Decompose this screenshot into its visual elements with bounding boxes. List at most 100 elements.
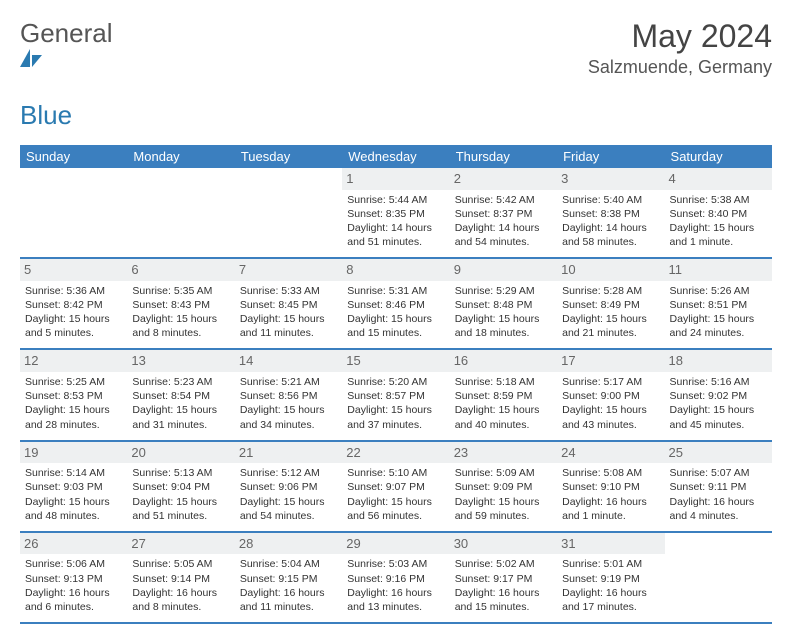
sunrise-text: Sunrise: 5:12 AM <box>240 466 337 480</box>
day-number: 3 <box>557 168 664 190</box>
day-number: 6 <box>127 259 234 281</box>
sunrise-text: Sunrise: 5:02 AM <box>455 557 552 571</box>
day-cell: 11 Sunrise: 5:26 AMSunset: 8:51 PMDayligh… <box>665 259 772 348</box>
day-cell: 9Sunrise: 5:29 AMSunset: 8:48 PMDaylight… <box>450 259 557 348</box>
brand-logo: General Blue <box>20 18 113 131</box>
daylight-text: Daylight: 15 hours and 15 minutes. <box>347 312 444 340</box>
daylight-text: Daylight: 15 hours and 51 minutes. <box>132 495 229 523</box>
daylight-text: Daylight: 15 hours and 11 minutes. <box>240 312 337 340</box>
daylight-text: Daylight: 16 hours and 4 minutes. <box>670 495 767 523</box>
day-number: 15 <box>342 350 449 372</box>
day-cell: 3Sunrise: 5:40 AMSunset: 8:38 PMDaylight… <box>557 168 664 257</box>
sunset-text: Sunset: 9:16 PM <box>347 572 444 586</box>
sunset-text: Sunset: 8:46 PM <box>347 298 444 312</box>
sunset-text: Sunset: 8:56 PM <box>240 389 337 403</box>
day-number: 30 <box>450 533 557 555</box>
day-cell: 2Sunrise: 5:42 AMSunset: 8:37 PMDaylight… <box>450 168 557 257</box>
day-cell: 13Sunrise: 5:23 AMSunset: 8:54 PMDayligh… <box>127 350 234 439</box>
sunset-text: Sunset: 9:02 PM <box>670 389 767 403</box>
sunrise-text: Sunrise: 5:28 AM <box>562 284 659 298</box>
sunset-text: Sunset: 9:14 PM <box>132 572 229 586</box>
sunrise-text: Sunrise: 5:13 AM <box>132 466 229 480</box>
day-cell <box>665 533 772 622</box>
day-cell: 21Sunrise: 5:12 AMSunset: 9:06 PMDayligh… <box>235 442 342 531</box>
brand-name-a: General <box>20 18 113 48</box>
sunrise-text: Sunrise: 5:01 AM <box>562 557 659 571</box>
day-number: 12 <box>20 350 127 372</box>
day-number: 5 <box>20 259 127 281</box>
day-number: 24 <box>557 442 664 464</box>
day-cell: 20Sunrise: 5:13 AMSunset: 9:04 PMDayligh… <box>127 442 234 531</box>
location: Salzmuende, Germany <box>588 57 772 78</box>
sunrise-text: Sunrise: 5:10 AM <box>347 466 444 480</box>
day-cell: 1Sunrise: 5:44 AMSunset: 8:35 PMDaylight… <box>342 168 449 257</box>
sunset-text: Sunset: 8:43 PM <box>132 298 229 312</box>
day-number: 19 <box>20 442 127 464</box>
daylight-text: Daylight: 15 hours and 56 minutes. <box>347 495 444 523</box>
sunset-text: Sunset: 9:09 PM <box>455 480 552 494</box>
sunrise-text: Sunrise: 5:16 AM <box>670 375 767 389</box>
sunrise-text: Sunrise: 5:14 AM <box>25 466 122 480</box>
day-cell <box>235 168 342 257</box>
week-row: 5Sunrise: 5:36 AMSunset: 8:42 PMDaylight… <box>20 259 772 350</box>
sunrise-text: Sunrise: 5:26 AM <box>670 284 767 298</box>
sunrise-text: Sunrise: 5:33 AM <box>240 284 337 298</box>
title-block: May 2024 Salzmuende, Germany <box>588 18 772 78</box>
day-number: 7 <box>235 259 342 281</box>
day-cell: 27Sunrise: 5:05 AMSunset: 9:14 PMDayligh… <box>127 533 234 622</box>
sunrise-text: Sunrise: 5:35 AM <box>132 284 229 298</box>
sunset-text: Sunset: 8:48 PM <box>455 298 552 312</box>
sunset-text: Sunset: 8:37 PM <box>455 207 552 221</box>
daylight-text: Daylight: 15 hours and 28 minutes. <box>25 403 122 431</box>
daylight-text: Daylight: 15 hours and 18 minutes. <box>455 312 552 340</box>
sunrise-text: Sunrise: 5:31 AM <box>347 284 444 298</box>
day-number: 16 <box>450 350 557 372</box>
day-number: 9 <box>450 259 557 281</box>
week-row: 1Sunrise: 5:44 AMSunset: 8:35 PMDaylight… <box>20 168 772 259</box>
sunset-text: Sunset: 8:51 PM <box>670 298 767 312</box>
weekday-header: Friday <box>557 145 664 168</box>
sunrise-text: Sunrise: 5:08 AM <box>562 466 659 480</box>
day-cell: 22Sunrise: 5:10 AMSunset: 9:07 PMDayligh… <box>342 442 449 531</box>
day-number: 11 <box>665 259 772 281</box>
sunrise-text: Sunrise: 5:44 AM <box>347 193 444 207</box>
weekday-header: Wednesday <box>342 145 449 168</box>
sunset-text: Sunset: 8:49 PM <box>562 298 659 312</box>
sail-icon <box>20 49 113 69</box>
daylight-text: Daylight: 15 hours and 21 minutes. <box>562 312 659 340</box>
sunset-text: Sunset: 9:10 PM <box>562 480 659 494</box>
day-number: 31 <box>557 533 664 555</box>
day-cell <box>127 168 234 257</box>
day-cell: 12Sunrise: 5:25 AMSunset: 8:53 PMDayligh… <box>20 350 127 439</box>
day-cell: 15Sunrise: 5:20 AMSunset: 8:57 PMDayligh… <box>342 350 449 439</box>
sunset-text: Sunset: 8:38 PM <box>562 207 659 221</box>
sunset-text: Sunset: 9:15 PM <box>240 572 337 586</box>
day-cell: 4Sunrise: 5:38 AMSunset: 8:40 PMDaylight… <box>665 168 772 257</box>
daylight-text: Daylight: 16 hours and 11 minutes. <box>240 586 337 614</box>
daylight-text: Daylight: 14 hours and 58 minutes. <box>562 221 659 249</box>
sunset-text: Sunset: 8:59 PM <box>455 389 552 403</box>
day-number: 13 <box>127 350 234 372</box>
day-cell: 16Sunrise: 5:18 AMSunset: 8:59 PMDayligh… <box>450 350 557 439</box>
daylight-text: Daylight: 15 hours and 40 minutes. <box>455 403 552 431</box>
day-number: 2 <box>450 168 557 190</box>
daylight-text: Daylight: 16 hours and 17 minutes. <box>562 586 659 614</box>
day-cell: 10Sunrise: 5:28 AMSunset: 8:49 PMDayligh… <box>557 259 664 348</box>
daylight-text: Daylight: 16 hours and 6 minutes. <box>25 586 122 614</box>
sunrise-text: Sunrise: 5:03 AM <box>347 557 444 571</box>
day-cell: 31Sunrise: 5:01 AMSunset: 9:19 PMDayligh… <box>557 533 664 622</box>
sunrise-text: Sunrise: 5:04 AM <box>240 557 337 571</box>
sunrise-text: Sunrise: 5:25 AM <box>25 375 122 389</box>
daylight-text: Daylight: 14 hours and 51 minutes. <box>347 221 444 249</box>
weeks-container: 1Sunrise: 5:44 AMSunset: 8:35 PMDaylight… <box>20 168 772 624</box>
day-number: 21 <box>235 442 342 464</box>
day-number: 14 <box>235 350 342 372</box>
weekday-header: Sunday <box>20 145 127 168</box>
daylight-text: Daylight: 15 hours and 24 minutes. <box>670 312 767 340</box>
daylight-text: Daylight: 15 hours and 8 minutes. <box>132 312 229 340</box>
day-cell: 25Sunrise: 5:07 AMSunset: 9:11 PMDayligh… <box>665 442 772 531</box>
sunset-text: Sunset: 9:13 PM <box>25 572 122 586</box>
day-number: 22 <box>342 442 449 464</box>
daylight-text: Daylight: 15 hours and 54 minutes. <box>240 495 337 523</box>
day-number: 25 <box>665 442 772 464</box>
